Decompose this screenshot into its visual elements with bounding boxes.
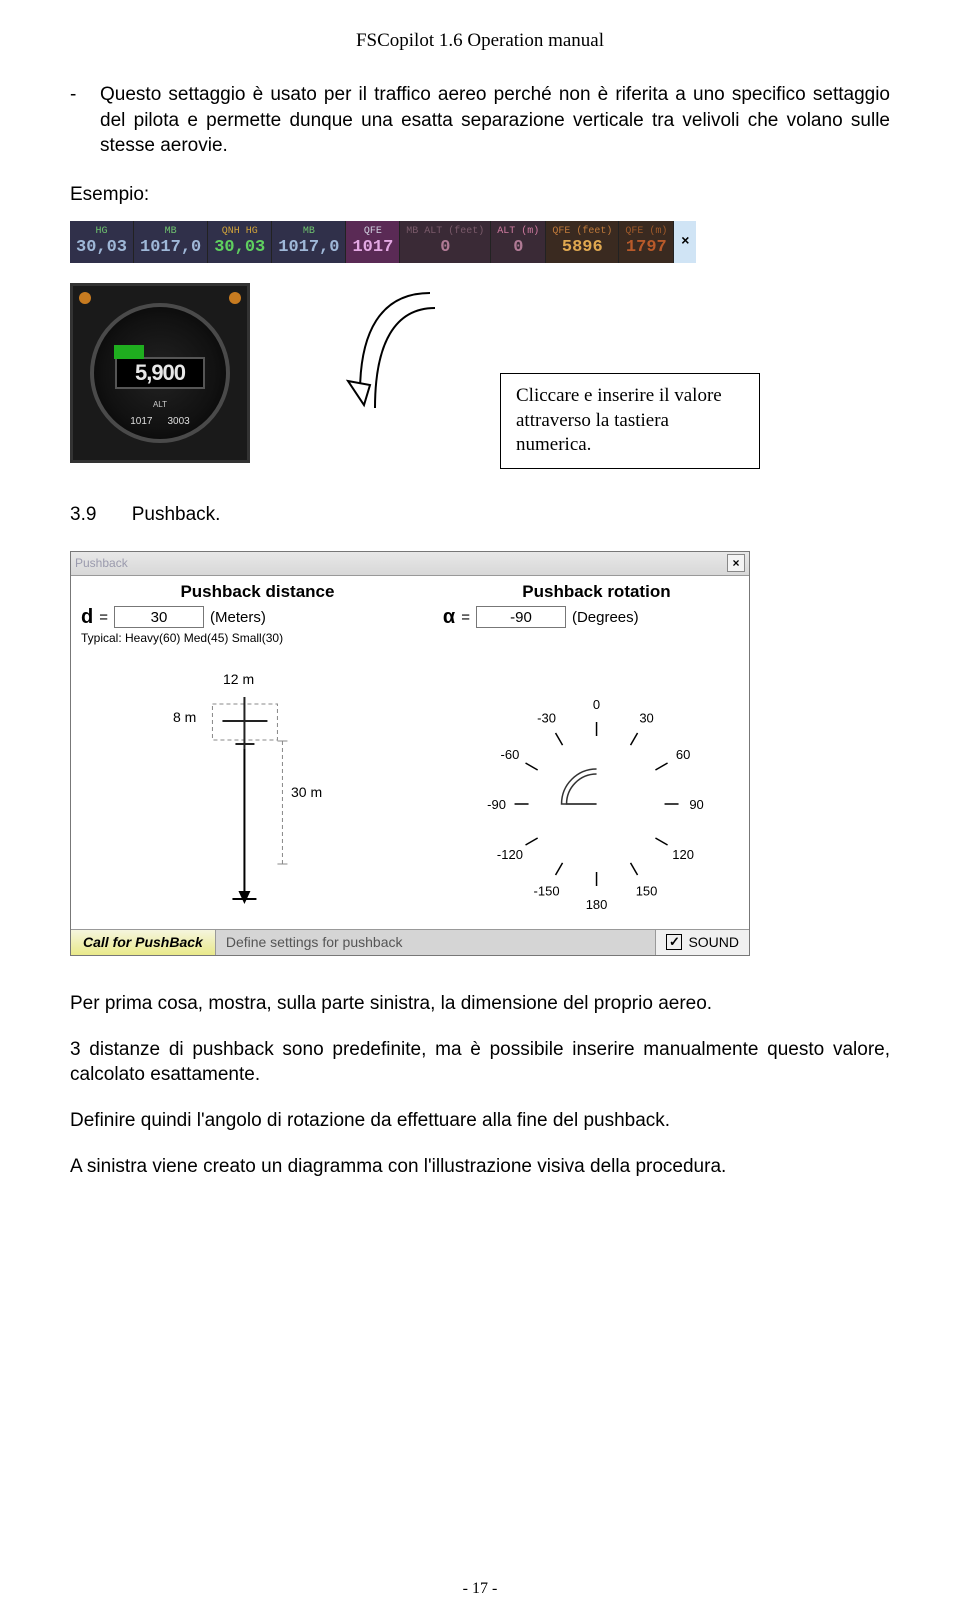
svg-text:-60: -60: [500, 747, 519, 762]
pushback-titlebar-text: Pushback: [75, 556, 128, 570]
distance-diagram: 12 m 8 m 30 m: [71, 649, 444, 929]
para-2: 3 distanze di pushback sono predefinite,…: [70, 1037, 890, 1088]
databar-segment: MB1017,0: [134, 221, 208, 263]
eq-sign: =: [461, 609, 470, 626]
databar-segment: QNH HG30,03: [208, 221, 272, 263]
svg-text:90: 90: [689, 797, 703, 812]
sound-label: SOUND: [688, 934, 739, 950]
para-4: A sinistra viene creato un diagramma con…: [70, 1154, 890, 1180]
close-icon[interactable]: ×: [674, 221, 696, 263]
d-symbol: d: [81, 606, 93, 629]
callout-arrow-icon: [340, 273, 460, 428]
callout-box: Cliccare e inserire il valore attraverso…: [500, 373, 760, 469]
para-1: Per prima cosa, mostra, sulla parte sini…: [70, 991, 890, 1017]
gauge-row: 5,900 ALT 1017 3003 Cliccare e inserire …: [70, 283, 890, 469]
gauge-n2: 3003: [168, 416, 190, 427]
svg-text:-90: -90: [487, 797, 506, 812]
typical-line: Typical: Heavy(60) Med(45) Small(30): [81, 631, 443, 645]
bullet-paragraph: - Questo settaggio è usato per il traffi…: [70, 82, 890, 159]
databar-segment: MB ALT (feet)0: [400, 221, 491, 263]
svg-text:-150: -150: [533, 884, 559, 899]
para-3: Definire quindi l'angolo di rotazione da…: [70, 1108, 890, 1134]
rotation-unit: (Degrees): [572, 609, 639, 626]
gauge-n1: 1017: [130, 416, 152, 427]
bullet-dash: -: [70, 82, 100, 159]
distance-unit: (Meters): [210, 609, 266, 626]
checkbox-icon[interactable]: ✓: [666, 934, 682, 950]
page-number: - 17 -: [0, 1580, 960, 1598]
svg-text:150: 150: [636, 884, 658, 899]
databar-segment: HG30,03: [70, 221, 134, 263]
data-bar: HG30,03MB1017,0QNH HG30,03MB1017,0QFE101…: [70, 221, 890, 263]
pushback-titlebar: Pushback ×: [71, 552, 749, 576]
databar-segment: ALT (m)0: [491, 221, 546, 263]
pushback-headers: Pushback distance Pushback rotation: [71, 576, 749, 604]
svg-text:60: 60: [676, 747, 690, 762]
pushback-panel: Pushback × Pushback distance Pushback ro…: [70, 551, 750, 956]
pushback-footer: Call for PushBack Define settings for pu…: [71, 929, 749, 955]
page-header: FSCopilot 1.6 Operation manual: [70, 30, 890, 52]
call-pushback-button[interactable]: Call for PushBack: [71, 930, 216, 955]
gauge-readout: 5,900: [115, 357, 205, 389]
diag-8m: 8 m: [173, 709, 196, 725]
gauge-dial: 5,900 ALT 1017 3003: [90, 303, 230, 443]
databar-segment: QFE (m)1797: [619, 221, 674, 263]
diag-30m: 30 m: [291, 784, 322, 800]
svg-text:120: 120: [672, 847, 694, 862]
databar-segment: QFE (feet)5896: [546, 221, 619, 263]
gauge-screw-icon: [229, 292, 241, 304]
pb-header-distance: Pushback distance: [71, 582, 444, 602]
svg-text:-120: -120: [497, 847, 523, 862]
esempio-label: Esempio:: [70, 184, 890, 206]
databar-segment: MB1017,0: [272, 221, 346, 263]
gauge-alt-label: ALT: [153, 400, 167, 409]
section-number: 3.9: [70, 504, 96, 525]
gauge-indicator-icon: [114, 345, 144, 359]
rotation-diagram: 0 30 60 90 120 150 180 -150 -120 -90 -60 -30: [444, 649, 749, 929]
close-icon[interactable]: ×: [727, 554, 745, 572]
pushback-diagrams: 12 m 8 m 30 m 0 30 60 90 120 150 180 -150 -120 -9…: [71, 649, 749, 929]
pb-rotation-group: α = -90 (Degrees): [443, 606, 739, 629]
bullet-text: Questo settaggio è usato per il traffico…: [100, 82, 890, 159]
section-heading: 3.9 Pushback.: [70, 504, 890, 526]
svg-text:0: 0: [593, 697, 600, 712]
gauge-screw-icon: [79, 292, 91, 304]
databar-segment: QFE1017: [346, 221, 400, 263]
svg-text:-30: -30: [537, 710, 556, 725]
pb-distance-group: d = 30 (Meters) Typical: Heavy(60) Med(4…: [81, 606, 443, 645]
pushback-description: Define settings for pushback: [216, 930, 656, 955]
eq-sign: =: [99, 609, 108, 626]
rotation-input[interactable]: -90: [476, 606, 566, 628]
pushback-inputs: d = 30 (Meters) Typical: Heavy(60) Med(4…: [71, 604, 749, 649]
alpha-symbol: α: [443, 606, 455, 629]
distance-input[interactable]: 30: [114, 606, 204, 628]
svg-text:180: 180: [586, 897, 608, 912]
svg-text:30: 30: [639, 710, 653, 725]
diag-12m: 12 m: [223, 671, 254, 687]
gauge-numbers: 1017 3003: [130, 416, 190, 427]
pb-header-rotation: Pushback rotation: [444, 582, 749, 602]
sound-toggle[interactable]: ✓ SOUND: [655, 930, 749, 955]
altimeter-gauge: 5,900 ALT 1017 3003: [70, 283, 250, 463]
section-title: Pushback.: [132, 504, 221, 525]
